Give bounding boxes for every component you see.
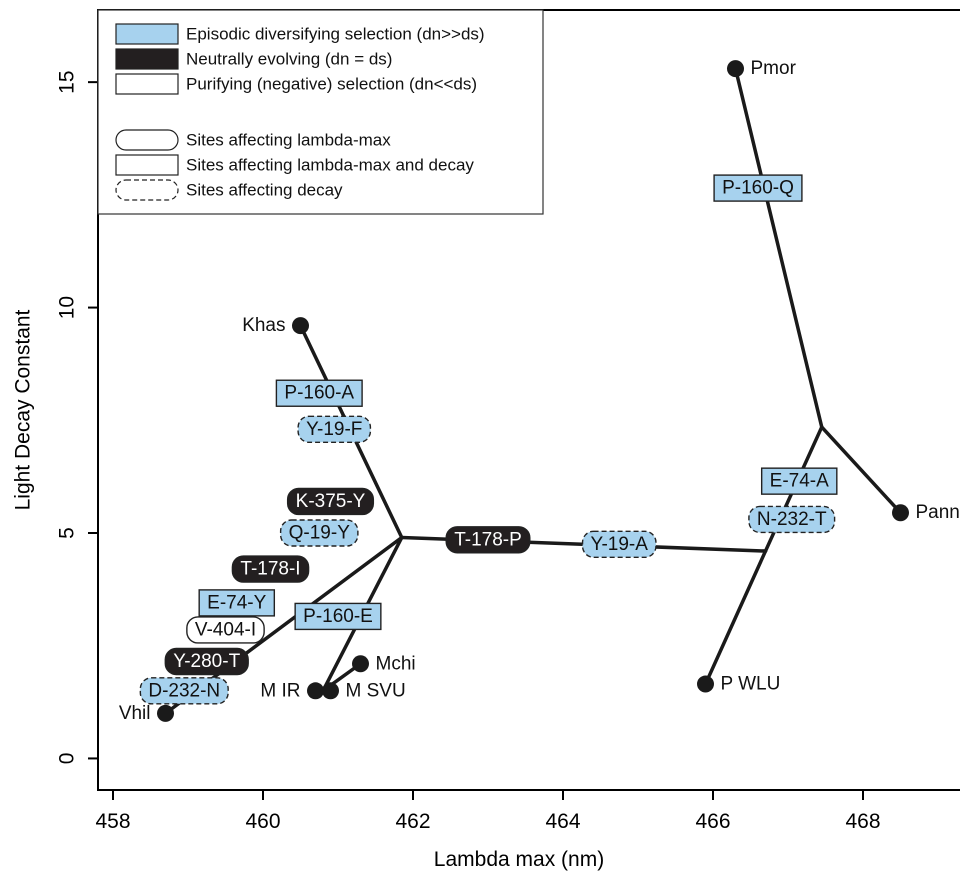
substitution-box [581,530,657,558]
substitution-box [286,487,375,516]
x-tick-label: 458 [95,810,130,833]
substitution-k-375-y: K-375-Y [286,487,375,516]
substitution-box [713,174,803,202]
substitution-e-74-a: E-74-A [760,467,838,495]
substitution-box [760,467,838,495]
substitution-label: Y-280-T [173,651,240,672]
substitution-box [445,526,531,554]
x-tick-label: 466 [695,810,730,833]
substitution-label: E-74-A [770,471,829,492]
x-tick-label: 468 [845,810,880,833]
y-tick-label: 0 [56,753,79,765]
tip-point-m-ir [307,682,324,700]
substitution-box [279,519,359,547]
substitution-box [297,415,372,444]
legend-shape-rect [115,154,179,176]
substitution-y-19-f: Y-19-F [297,415,372,444]
substitution-e-74-y: E-74-Y [198,589,276,617]
substitution-label: T-178-I [240,559,300,580]
tip-point-pmor [727,60,744,78]
tip-point-khas [292,317,309,335]
substitution-label: P-160-E [303,606,373,627]
substitution-p-160-a: P-160-A [275,379,363,407]
legend-label: Sites affecting lambda-max [186,131,391,150]
substitution-y-19-a: Y-19-A [581,530,657,558]
legend-label: Sites affecting decay [186,181,343,200]
tip-label-khas: Khas [242,315,285,336]
substitution-n-232-t: N-232-T [748,505,836,534]
tip-label-pmor: Pmor [751,58,797,79]
substitution-label: D-232-N [148,680,220,701]
tree-branch [820,425,903,515]
tip-label-vhil: Vhil [119,703,151,724]
tip-label-m-svu: M SVU [346,680,406,701]
substitution-label: E-74-Y [207,592,266,613]
tip-point-pann [892,504,909,522]
tip-label-pann: Pann [916,502,960,523]
tips-layer: Pmor Pann P WLU Khas Mchi M IR M SVU Vhil [119,58,960,724]
legend-shape-dashed [115,179,179,201]
tree-branch [703,549,768,686]
x-tick-label: 462 [395,810,430,833]
substitution-label: Y-19-A [591,534,649,555]
x-tick-label: 464 [545,810,580,833]
substitution-box [294,602,382,631]
substitution-label: N-232-T [757,509,827,530]
substitution-label: T-178-P [454,529,522,550]
substitution-label: Y-19-F [306,419,362,440]
legend: Episodic diversifying selection (dn>>ds)… [97,9,544,215]
tip-point-vhil [157,704,174,722]
substitution-p-160-q: P-160-Q [713,174,803,202]
legend-label: Sites affecting lambda-max and decay [186,156,474,175]
substitution-label: K-375-Y [296,491,366,512]
legend-swatch-episodic [115,23,179,45]
substitution-label: V-404-I [195,619,256,640]
substitution-box [164,647,249,676]
legend-label: Purifying (negative) selection (dn<<ds) [186,75,477,94]
substitution-y-280-t: Y-280-T [164,647,249,676]
legend-swatch-purifying [115,73,179,95]
tip-label-mchi: Mchi [376,653,416,674]
tree-branch [733,66,824,429]
y-tick-label: 15 [56,70,79,93]
legend-swatch-neutral [115,48,179,70]
substitution-box [139,677,229,705]
substitution-p-160-e: P-160-E [294,602,382,631]
tip-label-p-wlu: P WLU [721,674,781,695]
substitution-v-404-i: V-404-I [186,616,265,644]
substitution-box [186,616,265,644]
substitution-t-178-p: T-178-P [445,526,531,554]
substitution-box [198,589,276,617]
substitution-box [275,379,363,407]
legend-label: Episodic diversifying selection (dn>>ds) [186,25,485,44]
y-tick-label: 10 [56,296,79,319]
substitution-label: Q-19-Y [289,523,351,544]
legend-shape-rounded [115,129,179,151]
substitution-box [748,505,836,534]
tip-point-mchi [352,655,369,673]
substitution-label: P-160-Q [722,178,794,199]
substitution-label: P-160-A [284,383,354,404]
substitutions-layer: P-160-Q E-74-A N-232-T T-178-P Y-19-A P-160-A… [139,174,838,705]
substitution-t-178-i: T-178-I [231,555,310,583]
legend-label: Neutrally evolving (dn = ds) [186,50,392,69]
tip-point-p-wlu [697,675,714,693]
axes-layer: 458 460 462 464 466 468 Lambda max (nm) 0 5 10 15 L… [12,9,960,871]
y-axis-label: Light Decay Constant [12,309,35,510]
x-axis-label: Lambda max (nm) [434,848,604,871]
substitution-q-19-y: Q-19-Y [279,519,359,547]
tip-label-m-ir: M IR [260,680,300,701]
substitution-box [231,555,310,583]
substitution-d-232-n: D-232-N [139,677,229,705]
tip-point-m-svu [322,682,339,700]
x-tick-label: 460 [245,810,280,833]
y-tick-label: 5 [56,527,79,539]
